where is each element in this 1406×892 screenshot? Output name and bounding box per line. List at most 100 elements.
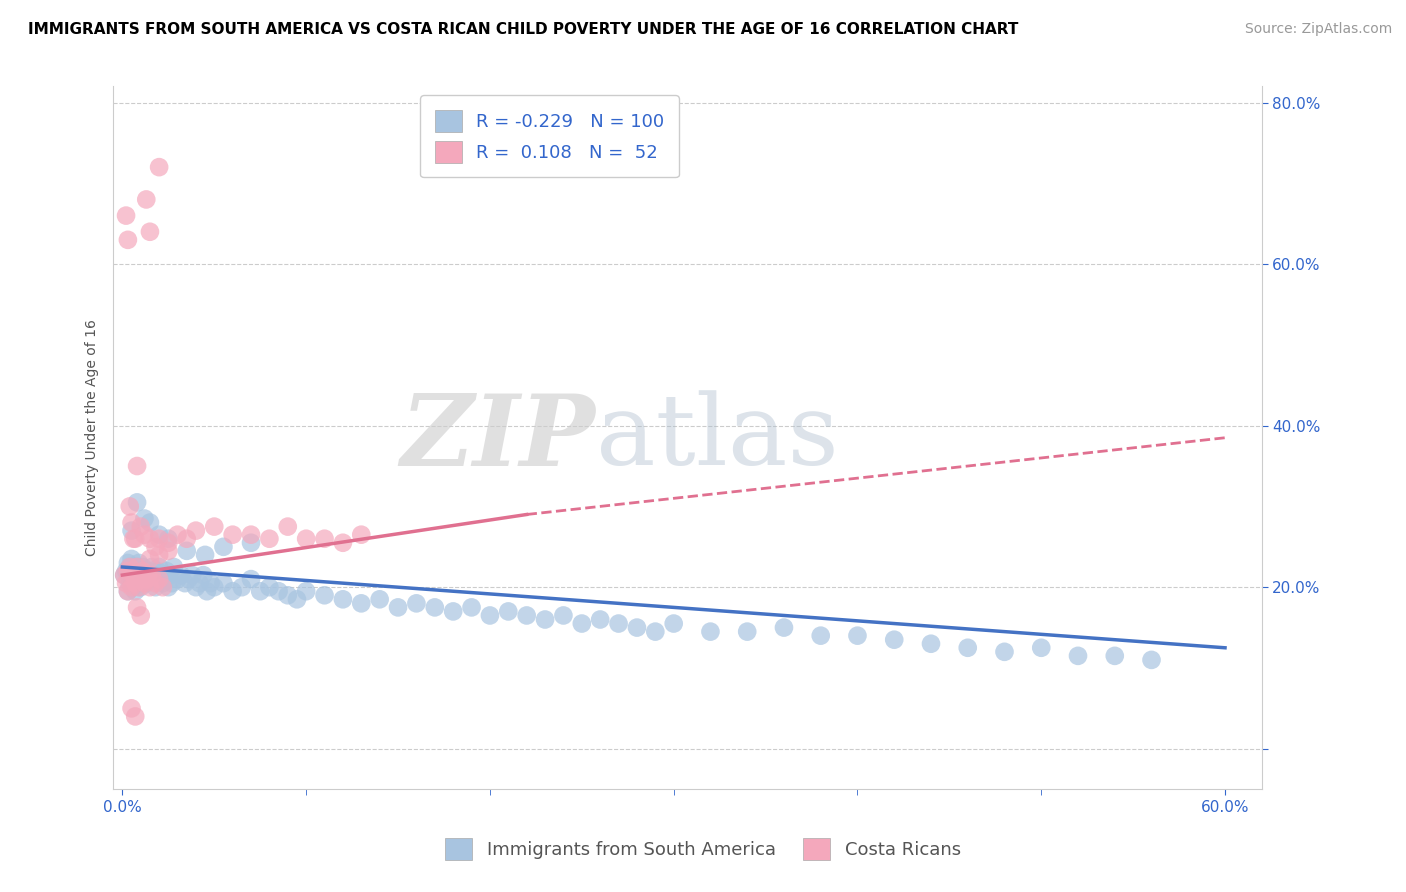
Point bbox=[212, 540, 235, 554]
Point bbox=[626, 621, 648, 635]
Point bbox=[184, 580, 207, 594]
Point bbox=[350, 596, 373, 610]
Point bbox=[240, 527, 263, 541]
Point bbox=[163, 560, 186, 574]
Point bbox=[115, 576, 138, 591]
Point bbox=[155, 564, 177, 578]
Point bbox=[699, 624, 721, 639]
Point bbox=[139, 580, 162, 594]
Point bbox=[145, 576, 167, 591]
Point bbox=[534, 613, 557, 627]
Point bbox=[240, 572, 263, 586]
Point bbox=[920, 637, 942, 651]
Point bbox=[148, 532, 170, 546]
Point bbox=[212, 576, 235, 591]
Point bbox=[115, 209, 138, 223]
Point bbox=[1031, 640, 1053, 655]
Point bbox=[460, 600, 482, 615]
Point bbox=[115, 564, 138, 578]
Point bbox=[423, 600, 446, 615]
Point bbox=[516, 608, 538, 623]
Point bbox=[735, 624, 758, 639]
Point bbox=[478, 608, 501, 623]
Point bbox=[121, 524, 143, 538]
Point bbox=[124, 576, 146, 591]
Point bbox=[405, 596, 427, 610]
Point bbox=[134, 527, 156, 541]
Point bbox=[135, 576, 157, 591]
Point bbox=[134, 576, 156, 591]
Point bbox=[221, 584, 243, 599]
Point bbox=[124, 532, 146, 546]
Point bbox=[221, 527, 243, 541]
Point bbox=[314, 532, 336, 546]
Point bbox=[188, 576, 211, 591]
Point bbox=[350, 527, 373, 541]
Point bbox=[240, 535, 263, 549]
Point bbox=[118, 576, 141, 591]
Point bbox=[249, 584, 271, 599]
Point bbox=[176, 532, 198, 546]
Point bbox=[589, 613, 612, 627]
Text: IMMIGRANTS FROM SOUTH AMERICA VS COSTA RICAN CHILD POVERTY UNDER THE AGE OF 16 C: IMMIGRANTS FROM SOUTH AMERICA VS COSTA R… bbox=[28, 22, 1018, 37]
Point bbox=[1140, 653, 1163, 667]
Point bbox=[128, 580, 150, 594]
Point bbox=[285, 592, 308, 607]
Point bbox=[125, 560, 148, 574]
Point bbox=[177, 572, 200, 586]
Point bbox=[277, 519, 299, 533]
Point bbox=[231, 580, 253, 594]
Point bbox=[193, 568, 215, 582]
Point bbox=[195, 584, 218, 599]
Legend: Immigrants from South America, Costa Ricans: Immigrants from South America, Costa Ric… bbox=[430, 823, 976, 874]
Point bbox=[141, 560, 163, 574]
Point bbox=[152, 580, 174, 594]
Point bbox=[139, 572, 162, 586]
Point bbox=[117, 584, 139, 599]
Point bbox=[259, 580, 281, 594]
Point bbox=[124, 709, 146, 723]
Point bbox=[148, 160, 170, 174]
Point bbox=[121, 516, 143, 530]
Point bbox=[125, 495, 148, 509]
Point bbox=[200, 576, 222, 591]
Point bbox=[139, 532, 162, 546]
Point bbox=[131, 560, 153, 574]
Point bbox=[148, 548, 170, 562]
Point bbox=[122, 532, 145, 546]
Point bbox=[166, 572, 188, 586]
Point bbox=[118, 560, 141, 574]
Text: ZIP: ZIP bbox=[401, 390, 596, 486]
Point bbox=[387, 600, 409, 615]
Point bbox=[153, 568, 176, 582]
Point bbox=[129, 580, 152, 594]
Point bbox=[117, 584, 139, 599]
Point bbox=[129, 519, 152, 533]
Point bbox=[122, 580, 145, 594]
Point bbox=[993, 645, 1015, 659]
Point bbox=[441, 604, 464, 618]
Point bbox=[122, 568, 145, 582]
Point bbox=[125, 458, 148, 473]
Point bbox=[157, 544, 180, 558]
Point bbox=[157, 532, 180, 546]
Point bbox=[135, 193, 157, 207]
Point bbox=[267, 584, 290, 599]
Point bbox=[173, 576, 195, 591]
Point bbox=[117, 233, 139, 247]
Legend: R = -0.229   N = 100, R =  0.108   N =  52: R = -0.229 N = 100, R = 0.108 N = 52 bbox=[420, 95, 679, 178]
Point bbox=[498, 604, 520, 618]
Point bbox=[112, 568, 135, 582]
Point bbox=[314, 588, 336, 602]
Point bbox=[157, 535, 180, 549]
Point bbox=[368, 592, 391, 607]
Point bbox=[121, 572, 143, 586]
Point bbox=[117, 564, 139, 578]
Point bbox=[122, 568, 145, 582]
Point bbox=[181, 568, 204, 582]
Point bbox=[128, 556, 150, 570]
Point bbox=[157, 580, 180, 594]
Point bbox=[135, 572, 157, 586]
Point bbox=[118, 500, 141, 514]
Point bbox=[184, 524, 207, 538]
